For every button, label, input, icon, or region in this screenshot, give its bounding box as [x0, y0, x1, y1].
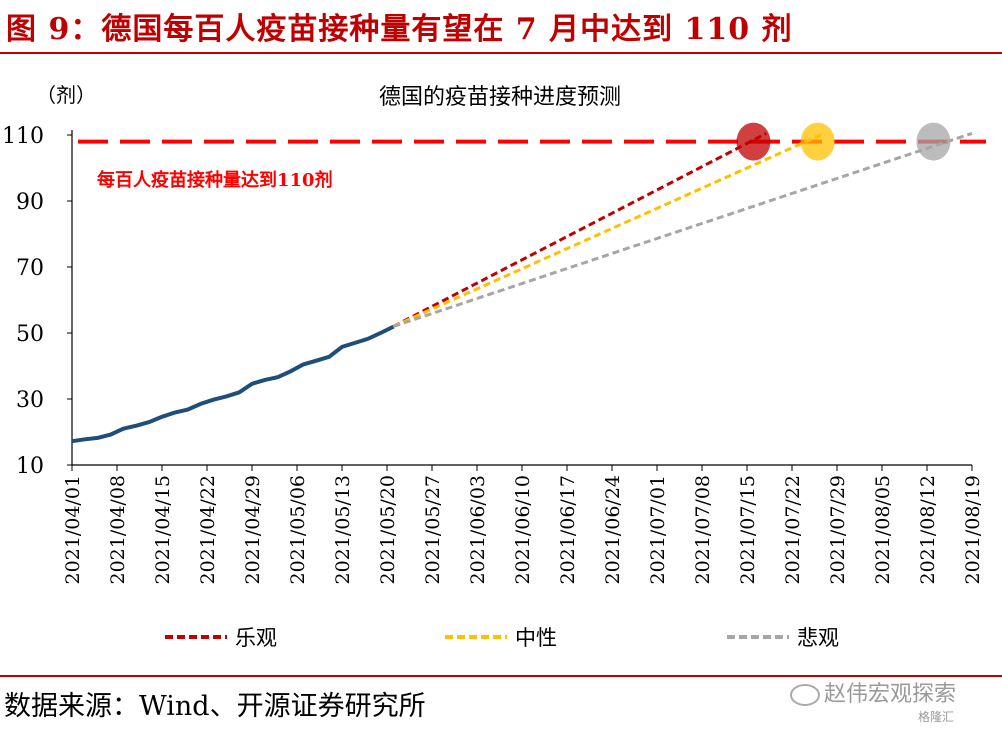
target-label: 每百人疫苗接种量达到110剂 — [97, 169, 333, 191]
x-tick-label: 2021/05/27 — [422, 475, 444, 585]
x-tick-label: 2021/07/08 — [692, 475, 714, 585]
x-tick-label: 2021/06/24 — [602, 475, 624, 585]
x-tick-label: 2021/07/15 — [737, 475, 759, 585]
x-tick-label: 2021/04/08 — [107, 475, 129, 585]
legend-label: 中性 — [515, 626, 557, 650]
source-note: 数据来源：Wind、开源证券研究所 — [4, 691, 426, 722]
x-tick-label: 2021/08/12 — [917, 475, 939, 585]
y-tick-label: 110 — [2, 124, 44, 149]
y-tick-label: 70 — [16, 256, 44, 281]
x-tick-label: 2021/05/20 — [377, 475, 399, 585]
wechat-icon — [790, 684, 820, 706]
bottom-rule — [0, 675, 1002, 677]
x-tick-label: 2021/08/05 — [872, 475, 894, 585]
x-tick-label: 2021/04/29 — [242, 475, 264, 585]
watermark-sub: 格隆汇 — [918, 710, 955, 724]
x-tick-label: 2021/05/13 — [332, 475, 354, 585]
x-tick-label: 2021/06/10 — [512, 475, 534, 585]
x-tick-label: 2021/05/06 — [287, 475, 309, 585]
x-tick-label: 2021/06/17 — [557, 475, 579, 585]
x-tick-label: 2021/07/29 — [827, 475, 849, 585]
scenario-line-3 — [392, 131, 973, 328]
x-tick-label: 2021/04/01 — [62, 475, 84, 585]
scenario-line-2 — [392, 132, 825, 328]
legend-label: 悲观 — [797, 626, 839, 650]
scenario-marker — [736, 122, 771, 161]
figure-title: 图 9：德国每百人疫苗接种量有望在 7 月中达到 110 剂 — [6, 12, 793, 47]
scenario-line-1 — [392, 132, 767, 328]
x-tick-label: 2021/06/03 — [467, 475, 489, 585]
watermark: 赵伟宏观探索 — [790, 676, 956, 708]
y-tick-label: 50 — [16, 322, 44, 347]
legend-label: 乐观 — [235, 626, 277, 650]
x-tick-label: 2021/07/22 — [782, 475, 804, 585]
x-tick-label: 2021/08/19 — [962, 475, 984, 585]
x-tick-label: 2021/07/01 — [647, 475, 669, 585]
watermark-text: 赵伟宏观探索 — [824, 682, 957, 707]
chart-title: 德国的疫苗接种进度预测 — [379, 85, 621, 110]
actual-series-line — [71, 324, 395, 444]
y-tick-label: 10 — [16, 454, 44, 479]
y-tick-label: 90 — [16, 190, 44, 215]
scenario-marker — [916, 122, 951, 161]
top-rule — [0, 52, 1002, 54]
y-axis-label: （剂） — [36, 83, 96, 107]
x-tick-label: 2021/04/15 — [152, 475, 174, 585]
x-tick-label: 2021/04/22 — [197, 475, 219, 585]
chart-svg: 德国的疫苗接种进度预测 （剂） 10 30 50 70 90 110 2021/04/01 202… — [2, 83, 986, 650]
y-tick-label: 30 — [16, 388, 44, 413]
scenario-marker — [800, 122, 835, 161]
